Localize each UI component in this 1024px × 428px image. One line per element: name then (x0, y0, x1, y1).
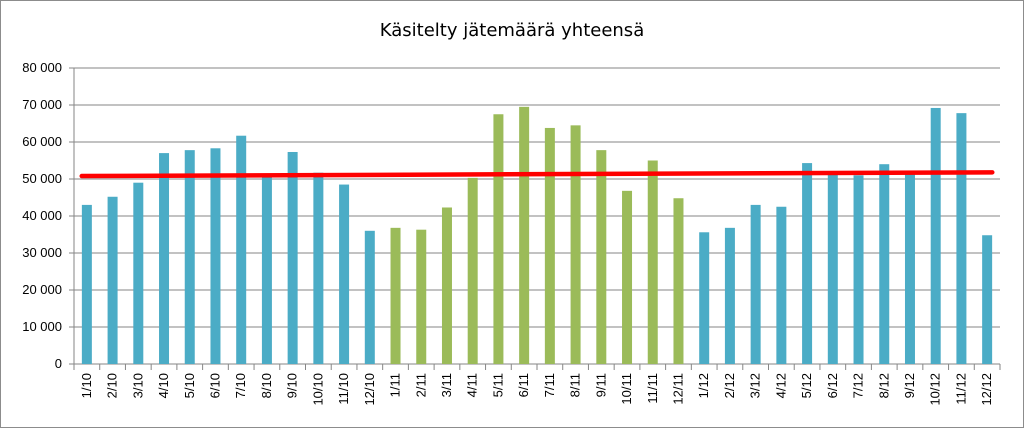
x-tick-label: 6/11 (516, 373, 531, 397)
bar (519, 106, 530, 364)
y-tick-label: 40 000 (22, 208, 62, 223)
x-tick-label: 7/10 (233, 373, 248, 398)
x-tick-label: 3/10 (130, 373, 145, 398)
x-tick-label: 12/10 (362, 373, 377, 406)
bar (596, 150, 607, 364)
x-tick-label: 11/11 (645, 373, 660, 404)
x-tick-label: 5/12 (799, 373, 814, 398)
x-tick-label: 9/10 (285, 373, 300, 398)
x-tick-label: 5/10 (182, 373, 197, 398)
bar (81, 204, 92, 364)
y-tick-label: 60 000 (22, 134, 62, 149)
bar (364, 230, 375, 364)
bar (133, 182, 144, 364)
y-tick-label: 50 000 (22, 171, 62, 186)
bar (184, 150, 195, 364)
bar (956, 113, 967, 364)
bar (416, 229, 427, 364)
y-tick-label: 70 000 (22, 97, 62, 112)
y-tick-label: 0 (55, 356, 62, 371)
y-tick-label: 10 000 (22, 319, 62, 334)
x-tick-label: 11/10 (336, 373, 351, 405)
x-tick-label: 1/12 (696, 373, 711, 398)
x-tick-label: 12/12 (979, 373, 994, 406)
x-tick-label: 10/10 (310, 373, 325, 406)
bar (313, 172, 324, 364)
y-tick-label: 80 000 (22, 60, 62, 75)
x-tick-label: 11/12 (953, 373, 968, 405)
bar (570, 125, 581, 364)
bar (930, 107, 941, 365)
bar (287, 151, 298, 364)
bar (879, 164, 890, 364)
x-tick-label: 1/11 (388, 373, 403, 397)
trend-line (79, 170, 995, 179)
x-tick-label: 7/12 (851, 373, 866, 398)
x-tick-label: 2/12 (722, 373, 737, 398)
x-tick-label: 12/11 (670, 373, 685, 405)
bar (493, 114, 504, 364)
bar (776, 206, 787, 364)
x-tick-label: 10/11 (619, 373, 634, 405)
bar (750, 204, 761, 364)
x-tick-label: 10/12 (928, 373, 943, 406)
bar (390, 227, 401, 364)
x-tick-label: 9/12 (902, 373, 917, 398)
bar (724, 227, 735, 364)
x-tick-label: 9/11 (593, 373, 608, 397)
bar (544, 127, 555, 364)
bar (673, 198, 684, 364)
x-tick-label: 4/11 (465, 373, 480, 397)
x-tick-label: 6/10 (207, 373, 222, 398)
bar (904, 174, 915, 364)
x-tick-label: 3/11 (439, 373, 454, 397)
bar (802, 163, 813, 364)
bar (441, 207, 452, 364)
x-tick-label: 2/11 (413, 373, 428, 397)
x-tick-label: 8/11 (568, 373, 583, 397)
bar (622, 190, 633, 364)
bar (261, 176, 272, 364)
y-tick-label: 30 000 (22, 245, 62, 260)
bar (853, 175, 864, 364)
bar (827, 174, 838, 364)
y-tick-label: 20 000 (22, 282, 62, 297)
x-tick-label: 7/11 (542, 373, 557, 397)
x-tick-label: 8/10 (259, 373, 274, 398)
x-tick-label: 8/12 (876, 373, 891, 398)
bar (107, 196, 118, 364)
bar (339, 184, 350, 364)
bar (210, 148, 221, 364)
x-tick-label: 1/10 (79, 373, 94, 398)
x-tick-label: 2/10 (105, 373, 120, 398)
x-tick-label: 5/11 (490, 373, 505, 397)
x-tick-label: 3/12 (748, 373, 763, 398)
bar (236, 135, 247, 364)
x-tick-label: 4/10 (156, 373, 171, 398)
bar (467, 177, 478, 364)
bar (982, 235, 993, 364)
bar (159, 153, 170, 364)
x-tick-label: 6/12 (825, 373, 840, 398)
x-tick-label: 4/12 (773, 373, 788, 398)
chart-title: Käsitelty jätemäärä yhteensä (379, 20, 645, 41)
bar (699, 232, 710, 364)
bar (647, 160, 658, 364)
